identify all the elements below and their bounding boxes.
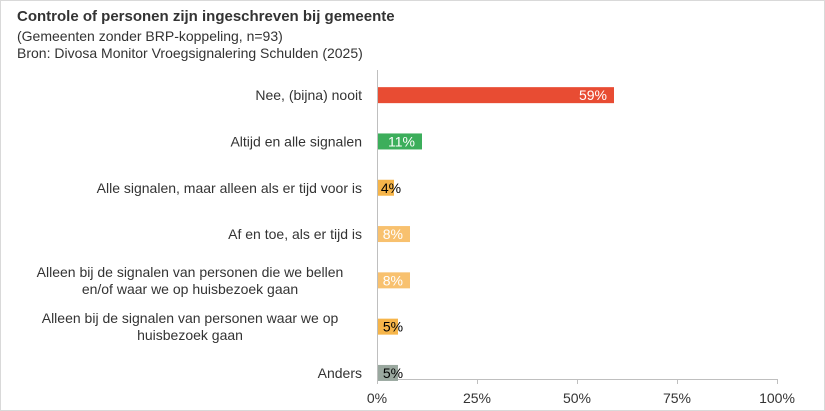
bar <box>378 318 398 335</box>
category-label: Alleen bij de signalen van personen die … <box>37 264 344 280</box>
x-tick-label: 25% <box>463 390 491 406</box>
category-label: Af en toe, als er tijd is <box>228 226 362 242</box>
data-label: 8% <box>383 226 403 242</box>
x-tick-label: 0% <box>367 390 387 406</box>
category-label: Nee, (bijna) nooit <box>255 87 362 103</box>
data-label: 5% <box>383 319 403 335</box>
category-label: Alle signalen, maar alleen als er tijd v… <box>97 180 362 196</box>
data-label: 11% <box>388 133 415 149</box>
category-label: en/of waar we op huisbezoek gaan <box>82 281 298 297</box>
data-label: 8% <box>383 272 403 288</box>
chart-title: Controle of personen zijn ingeschreven b… <box>17 8 395 25</box>
data-label: 4% <box>381 180 401 196</box>
chart-subtitle: (Gemeenten zonder BRP-koppeling, n=93) <box>17 28 283 44</box>
data-label: 59% <box>579 87 607 103</box>
x-tick-label: 75% <box>663 390 691 406</box>
bar <box>378 179 394 196</box>
chart-source: Bron: Divosa Monitor Vroegsignalering Sc… <box>17 45 363 61</box>
category-label: Alleen bij de signalen van personen waar… <box>42 310 339 326</box>
bar <box>378 226 410 243</box>
bar <box>378 364 398 381</box>
category-label: huisbezoek gaan <box>137 327 243 343</box>
bar <box>378 87 614 104</box>
category-label: Anders <box>318 365 362 381</box>
category-label: Altijd en alle signalen <box>230 133 362 149</box>
x-tick-label: 100% <box>759 390 795 406</box>
bar <box>378 133 422 150</box>
data-label: 5% <box>383 365 403 381</box>
x-tick-label: 50% <box>563 390 591 406</box>
bar <box>378 272 410 289</box>
